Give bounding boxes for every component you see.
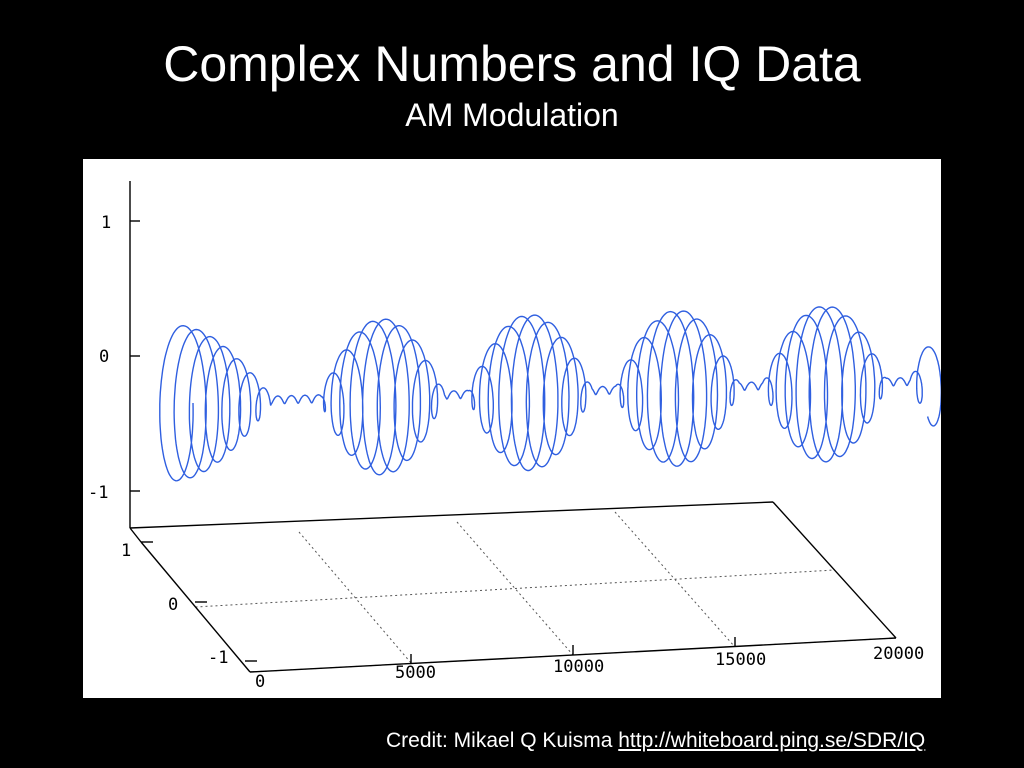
chart-panel: 1 0 -1 1 0 -1 0 5000 10000 15000 20000	[83, 159, 941, 698]
base-right-edge	[772, 501, 897, 639]
slide-title: Complex Numbers and IQ Data	[163, 36, 861, 92]
credit-link[interactable]: http://whiteboard.ping.se/SDR/IQ	[618, 729, 926, 752]
base-corner-edge	[129, 527, 142, 543]
credit-author: Credit: Mikael Q Kuisma	[386, 729, 613, 752]
vertical-tick-label-1: 1	[101, 213, 111, 233]
x-tick-label-10000: 10000	[553, 657, 604, 677]
depth-tick-label-1: 1	[121, 541, 131, 561]
series-iq-signal	[159, 306, 941, 482]
credit-line: Credit: Mikael Q Kuisma http://whiteboar…	[386, 728, 925, 754]
vertical-tick-label-minus1: -1	[88, 483, 108, 503]
grid-line-x-0	[298, 531, 412, 664]
base-left-edge	[140, 541, 251, 673]
base-back-edge	[129, 501, 774, 529]
iq-signal-series	[159, 306, 941, 482]
iq-3d-chart: 1 0 -1 1 0 -1 0 5000 10000 15000 20000	[88, 181, 941, 692]
base-grid	[195, 511, 897, 673]
x-tick-label-0: 0	[255, 672, 265, 692]
depth-tick-label-minus1: -1	[208, 648, 228, 668]
axes: 1 0 -1 1 0 -1 0 5000 10000 15000 20000	[88, 181, 924, 692]
grid-line-depth-0	[195, 569, 835, 608]
x-tick-label-20000: 20000	[873, 644, 924, 664]
x-tick-label-5000: 5000	[395, 663, 436, 683]
depth-tick-label-0: 0	[168, 595, 178, 615]
x-tick-label-15000: 15000	[715, 650, 766, 670]
slide-subtitle: AM Modulation	[405, 97, 619, 133]
vertical-tick-label-0: 0	[99, 347, 109, 367]
